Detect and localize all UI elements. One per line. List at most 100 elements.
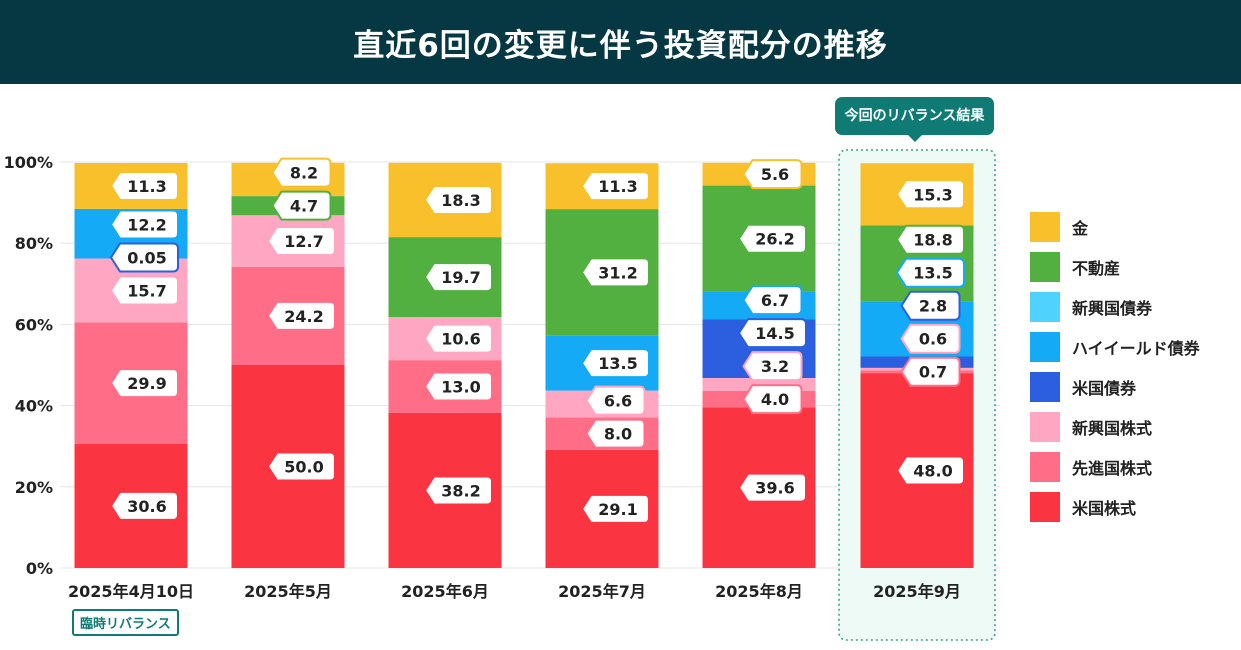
y-tick-label: 60% [15, 315, 53, 334]
legend-swatch [1030, 372, 1060, 402]
data-label: 50.0 [284, 458, 323, 477]
data-label: 31.2 [598, 263, 637, 282]
legend-label: 米国債券 [1072, 379, 1137, 398]
data-label: 0.6 [919, 330, 947, 349]
data-label: 13.0 [441, 378, 480, 397]
bar-label: 48.0 [895, 455, 965, 486]
legend-item: 先進国株式 [1030, 447, 1200, 487]
bar-label: 29.1 [580, 493, 650, 524]
legend-swatch [1030, 452, 1060, 482]
bar-label: 10.6 [423, 323, 493, 354]
data-label: 26.2 [755, 230, 794, 249]
x-tick-label: 2025年5月 [244, 582, 332, 601]
legend-swatch [1030, 292, 1060, 322]
data-label: 39.6 [755, 479, 794, 498]
data-label: 12.7 [284, 232, 323, 251]
bar-label: 19.7 [423, 262, 493, 293]
legend-label: 新興国債券 [1072, 299, 1153, 318]
data-label: 3.2 [761, 357, 789, 376]
data-label: 11.3 [598, 177, 637, 196]
data-label: 15.3 [913, 185, 952, 204]
legend-label: 先進国株式 [1072, 459, 1153, 478]
x-tick-label: 2025年8月 [715, 582, 803, 601]
data-label: 48.0 [913, 462, 952, 481]
x-tick-label: 2025年6月 [401, 582, 489, 601]
y-tick-label: 0% [26, 559, 53, 578]
data-label: 14.5 [755, 324, 794, 343]
bar-label: 8.2 [271, 157, 332, 188]
bar-label: 14.5 [737, 318, 807, 349]
legend-item: 新興国株式 [1030, 407, 1200, 447]
data-label: 13.5 [913, 264, 952, 283]
data-label: 8.0 [604, 425, 632, 444]
data-label: 8.2 [290, 164, 318, 183]
temporary-rebalance-badge: 臨時リバランス [72, 609, 179, 636]
y-tick-label: 80% [15, 234, 53, 253]
bar-label: 6.6 [585, 385, 646, 416]
legend-item: 不動産 [1030, 247, 1200, 287]
bar-label: 11.3 [580, 171, 650, 202]
bar-label: 30.6 [109, 490, 179, 521]
bar-label: 18.3 [423, 184, 493, 215]
bar-label: 29.9 [109, 368, 179, 399]
bar-label: 18.8 [895, 224, 965, 255]
bar-label: 15.7 [109, 275, 179, 306]
data-label: 6.7 [761, 291, 789, 310]
legend-item: ハイイールド債券 [1030, 327, 1200, 367]
data-label: 2.8 [919, 297, 947, 316]
data-label: 30.6 [127, 497, 166, 516]
stacked-bar-chart: 0% 20% 40% 60% 80% 100% 30.6 29.9 15.7 0.05 12.2 11… [4, 149, 1000, 641]
y-tick-label: 40% [15, 397, 53, 416]
bar-label: 12.2 [109, 209, 179, 240]
data-label: 24.2 [284, 307, 323, 326]
bar-label: 6.7 [742, 285, 803, 316]
legend: 金不動産新興国債券ハイイールド債券米国債券新興国株式先進国株式米国株式 [1030, 207, 1200, 527]
page-title: 直近6回の変更に伴う投資配分の推移 [353, 28, 888, 64]
data-label: 11.3 [127, 177, 166, 196]
bar-label: 2.8 [900, 290, 961, 321]
bar-label: 8.0 [585, 418, 646, 449]
bar-label: 4.7 [271, 190, 332, 221]
legend-item: 新興国債券 [1030, 287, 1200, 327]
legend-swatch [1030, 212, 1060, 242]
bar-label: 31.2 [580, 257, 650, 288]
data-label: 29.1 [598, 500, 637, 519]
bar-label: 15.3 [895, 179, 965, 210]
legend-label: 不動産 [1072, 259, 1121, 278]
bar-label: 26.2 [737, 223, 807, 254]
x-tick-label: 2025年7月 [558, 582, 646, 601]
data-label: 0.05 [127, 248, 166, 267]
current-rebalance-tag: 今回のリバランス結果 [835, 97, 994, 142]
x-tick-label: 2025年4月10日 [68, 582, 194, 601]
bar-label: 3.2 [742, 351, 803, 382]
legend-item: 米国債券 [1030, 367, 1200, 407]
data-label: 5.6 [761, 165, 789, 184]
legend-label: 新興国株式 [1072, 419, 1153, 438]
bar-label: 50.0 [266, 451, 336, 482]
data-label: 0.7 [919, 363, 947, 382]
y-tick-label: 20% [15, 478, 53, 497]
bar-label: 0.6 [900, 323, 961, 354]
bar-label: 0.05 [109, 242, 179, 273]
data-label: 4.0 [761, 390, 789, 409]
legend-swatch [1030, 332, 1060, 362]
bar-label: 11.3 [109, 170, 179, 201]
legend-label: 金 [1072, 219, 1089, 238]
data-label: 12.2 [127, 215, 166, 234]
header-bar: 直近6回の変更に伴う投資配分の推移 [0, 0, 1241, 84]
bar-label: 13.5 [580, 348, 650, 379]
bar-label: 39.6 [737, 472, 807, 503]
y-tick-label: 100% [4, 153, 53, 172]
data-label: 38.2 [441, 481, 480, 500]
bar-label: 4.0 [742, 384, 803, 415]
bar-label: 24.2 [266, 300, 336, 331]
legend-item: 金 [1030, 207, 1200, 247]
data-label: 6.6 [604, 392, 632, 411]
x-tick-label: 2025年9月 [873, 582, 961, 601]
bar-label: 12.7 [266, 225, 336, 256]
bar-label: 0.7 [900, 356, 961, 387]
bar-label: 5.6 [742, 159, 803, 190]
data-label: 18.3 [441, 191, 480, 210]
legend-item: 米国株式 [1030, 487, 1200, 527]
data-label: 13.5 [598, 354, 637, 373]
